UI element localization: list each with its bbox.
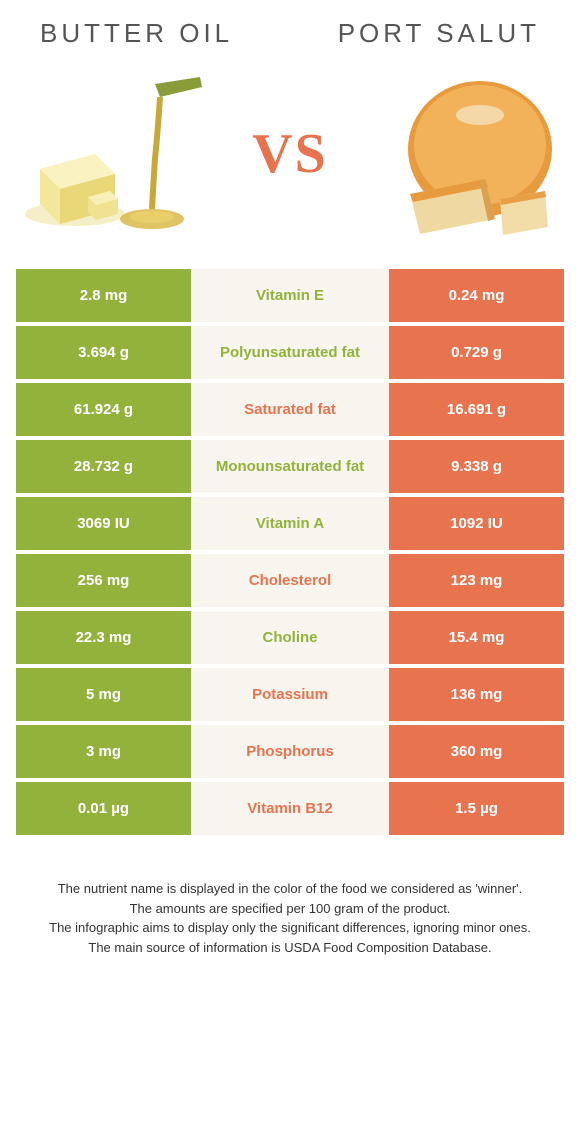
footer-notes: The nutrient name is displayed in the co… [0, 839, 580, 957]
left-value: 2.8 mg [16, 269, 191, 322]
right-value: 0.24 mg [389, 269, 564, 322]
table-row: 5 mgPotassium136 mg [16, 668, 564, 721]
vs-label: VS [252, 122, 328, 186]
nutrient-label: Saturated fat [191, 383, 389, 436]
left-value: 22.3 mg [16, 611, 191, 664]
left-value: 61.924 g [16, 383, 191, 436]
nutrient-label: Phosphorus [191, 725, 389, 778]
table-row: 2.8 mgVitamin E0.24 mg [16, 269, 564, 322]
header: BUTTER OIL PORT SALUT [0, 0, 580, 59]
comparison-table: 2.8 mgVitamin E0.24 mg3.694 gPolyunsatur… [16, 269, 564, 835]
right-value: 136 mg [389, 668, 564, 721]
title-right: PORT SALUT [338, 18, 540, 49]
images-row: VS [0, 59, 580, 269]
table-row: 3.694 gPolyunsaturated fat0.729 g [16, 326, 564, 379]
title-left: BUTTER OIL [40, 18, 233, 49]
footer-line: The nutrient name is displayed in the co… [24, 879, 556, 899]
table-row: 256 mgCholesterol123 mg [16, 554, 564, 607]
left-value: 3069 IU [16, 497, 191, 550]
nutrient-label: Vitamin B12 [191, 782, 389, 835]
left-value: 5 mg [16, 668, 191, 721]
left-value: 28.732 g [16, 440, 191, 493]
butter-oil-image [20, 69, 210, 239]
table-row: 22.3 mgCholine15.4 mg [16, 611, 564, 664]
right-value: 123 mg [389, 554, 564, 607]
table-row: 28.732 gMonounsaturated fat9.338 g [16, 440, 564, 493]
right-value: 15.4 mg [389, 611, 564, 664]
table-row: 61.924 gSaturated fat16.691 g [16, 383, 564, 436]
table-row: 3069 IUVitamin A1092 IU [16, 497, 564, 550]
left-value: 256 mg [16, 554, 191, 607]
nutrient-label: Monounsaturated fat [191, 440, 389, 493]
right-value: 0.729 g [389, 326, 564, 379]
left-value: 3 mg [16, 725, 191, 778]
left-value: 3.694 g [16, 326, 191, 379]
nutrient-label: Potassium [191, 668, 389, 721]
footer-line: The main source of information is USDA F… [24, 938, 556, 958]
port-salut-image [370, 69, 560, 239]
left-value: 0.01 µg [16, 782, 191, 835]
nutrient-label: Cholesterol [191, 554, 389, 607]
footer-line: The infographic aims to display only the… [24, 918, 556, 938]
nutrient-label: Polyunsaturated fat [191, 326, 389, 379]
table-row: 0.01 µgVitamin B121.5 µg [16, 782, 564, 835]
right-value: 16.691 g [389, 383, 564, 436]
right-value: 1.5 µg [389, 782, 564, 835]
right-value: 360 mg [389, 725, 564, 778]
nutrient-label: Vitamin E [191, 269, 389, 322]
footer-line: The amounts are specified per 100 gram o… [24, 899, 556, 919]
table-row: 3 mgPhosphorus360 mg [16, 725, 564, 778]
nutrient-label: Vitamin A [191, 497, 389, 550]
right-value: 9.338 g [389, 440, 564, 493]
nutrient-label: Choline [191, 611, 389, 664]
right-value: 1092 IU [389, 497, 564, 550]
